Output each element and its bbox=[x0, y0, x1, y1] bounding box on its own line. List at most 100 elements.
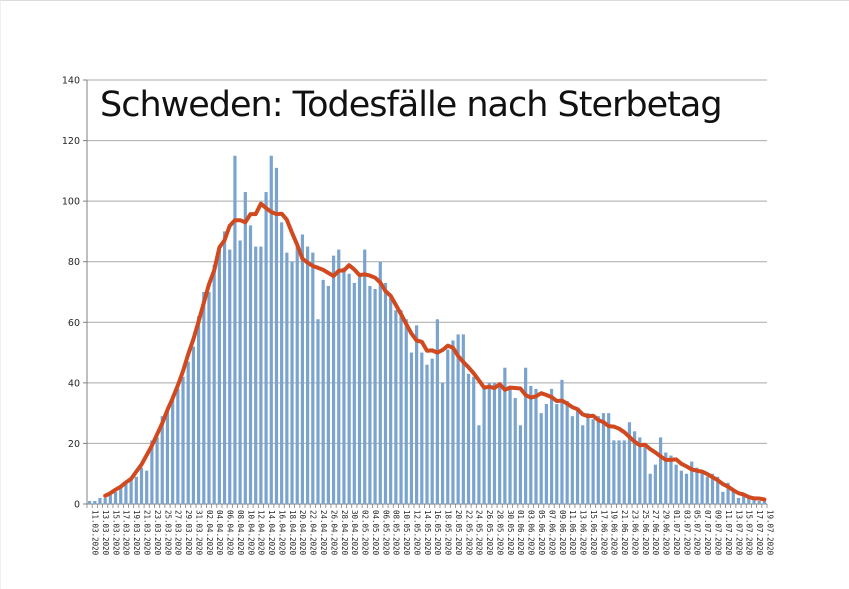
x-tick-label: 21.06.2020 bbox=[620, 510, 629, 556]
bar bbox=[186, 361, 190, 504]
x-tick-label: 03.07.2020 bbox=[682, 510, 691, 556]
x-tick-label: 17.03.2020 bbox=[122, 510, 131, 556]
bar bbox=[321, 279, 325, 504]
x-tick-label: 29.06.2020 bbox=[662, 510, 671, 556]
x-tick-label: 30.04.2020 bbox=[350, 510, 359, 556]
bar bbox=[690, 461, 694, 504]
bar bbox=[555, 404, 559, 504]
bar bbox=[731, 488, 735, 504]
bar bbox=[565, 401, 569, 504]
bar bbox=[425, 364, 429, 504]
bar bbox=[456, 334, 460, 504]
bar bbox=[482, 385, 486, 504]
x-tick-label: 25.03.2020 bbox=[163, 510, 172, 556]
bar bbox=[617, 440, 621, 504]
bar bbox=[238, 240, 242, 504]
x-tick-label: 09.07.2020 bbox=[713, 510, 722, 556]
bar bbox=[290, 261, 294, 504]
bar bbox=[529, 385, 533, 504]
bar bbox=[212, 264, 216, 504]
bar bbox=[430, 358, 434, 504]
bar bbox=[331, 255, 336, 504]
bar bbox=[664, 452, 668, 504]
bar bbox=[415, 325, 419, 504]
bar bbox=[373, 288, 377, 504]
x-tick-label: 01.06.2020 bbox=[516, 510, 525, 556]
x-tick-label: 29.03.2020 bbox=[184, 510, 193, 556]
x-tick-label: 04.04.2020 bbox=[215, 510, 224, 556]
bar bbox=[368, 285, 372, 504]
bar bbox=[742, 494, 746, 504]
bar bbox=[243, 192, 247, 505]
x-tick-label: 17.07.2020 bbox=[755, 510, 764, 556]
bar bbox=[191, 346, 196, 504]
x-tick-label: 20.04.2020 bbox=[298, 510, 307, 556]
x-tick-label: 10.04.2020 bbox=[246, 510, 255, 556]
bar bbox=[446, 349, 450, 504]
bar bbox=[217, 246, 221, 505]
x-tick-label: 08.04.2020 bbox=[236, 510, 245, 556]
x-tick-label: 24.04.2020 bbox=[319, 510, 328, 556]
x-tick-label: 25.06.2020 bbox=[641, 510, 650, 556]
bar bbox=[591, 419, 595, 504]
bar bbox=[316, 319, 320, 504]
bar bbox=[658, 437, 663, 504]
x-tick-label: 19.03.2020 bbox=[132, 510, 141, 556]
bar bbox=[627, 422, 632, 504]
bar bbox=[295, 243, 299, 505]
bar bbox=[752, 497, 756, 504]
x-tick-label: 11.03.2020 bbox=[91, 510, 100, 556]
bar bbox=[705, 476, 709, 504]
bar bbox=[643, 446, 647, 504]
bar bbox=[311, 252, 315, 504]
x-tick-label: 08.05.2020 bbox=[392, 510, 401, 556]
x-tick-label: 27.03.2020 bbox=[174, 510, 183, 556]
bar bbox=[352, 282, 356, 504]
bar bbox=[306, 246, 310, 505]
bar bbox=[228, 249, 232, 504]
y-tick-label: 80 bbox=[68, 257, 80, 268]
x-tick-label: 10.05.2020 bbox=[402, 510, 411, 556]
bar bbox=[679, 470, 683, 504]
bar bbox=[145, 470, 149, 504]
bar bbox=[399, 310, 403, 504]
bar bbox=[700, 470, 704, 504]
x-tick-label: 18.05.2020 bbox=[444, 510, 453, 556]
bar bbox=[549, 388, 554, 504]
bar bbox=[248, 225, 253, 504]
bar bbox=[139, 467, 144, 504]
x-tick-label: 15.03.2020 bbox=[111, 510, 120, 556]
bar bbox=[202, 292, 206, 504]
x-tick-label: 13.06.2020 bbox=[579, 510, 588, 556]
bar bbox=[513, 398, 517, 504]
bar bbox=[440, 382, 445, 504]
bar bbox=[607, 413, 611, 504]
bar bbox=[254, 246, 258, 505]
bar bbox=[103, 497, 107, 504]
bar bbox=[451, 340, 455, 504]
bar bbox=[134, 476, 138, 504]
bar bbox=[259, 246, 263, 505]
bar bbox=[596, 416, 600, 504]
moving-average-line bbox=[103, 201, 767, 502]
y-tick-label: 100 bbox=[62, 197, 80, 208]
bar bbox=[222, 231, 227, 504]
bar bbox=[736, 497, 741, 504]
x-tick-label: 12.04.2020 bbox=[257, 510, 266, 556]
bar bbox=[721, 491, 725, 504]
bar bbox=[492, 382, 497, 504]
x-tick-label: 22.05.2020 bbox=[464, 510, 473, 556]
x-tick-label: 16.05.2020 bbox=[433, 510, 442, 556]
bar bbox=[726, 482, 730, 504]
x-tick-label: 30.05.2020 bbox=[506, 510, 515, 556]
bar bbox=[710, 473, 715, 504]
bar bbox=[357, 276, 362, 504]
bar bbox=[274, 167, 279, 505]
bar bbox=[633, 431, 637, 504]
x-tick-label: 02.04.2020 bbox=[205, 510, 214, 556]
x-tick-label: 20.05.2020 bbox=[454, 510, 463, 556]
x-tick-label: 17.06.2020 bbox=[599, 510, 608, 556]
bar bbox=[716, 476, 720, 504]
